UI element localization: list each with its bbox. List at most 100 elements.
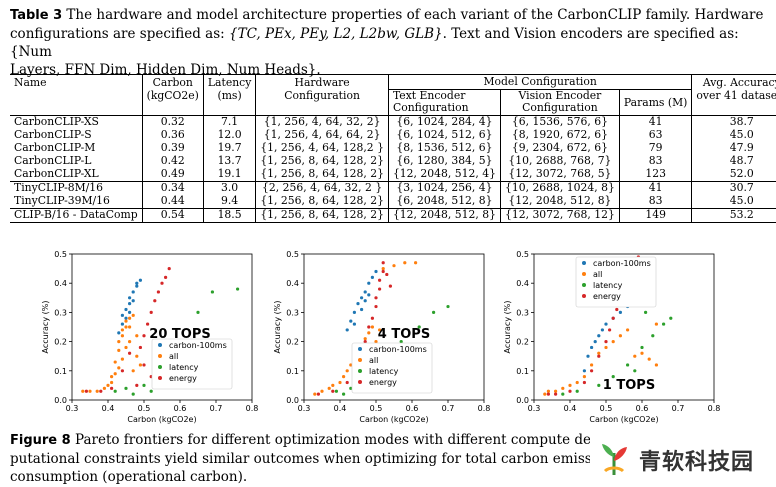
y-tick-label: 0.4 bbox=[54, 279, 67, 288]
point-carbon-100ms bbox=[135, 281, 139, 285]
cell-text: {3, 1024, 256, 4} bbox=[388, 180, 501, 195]
cell-carbon: 0.36 bbox=[142, 128, 204, 142]
point-latency bbox=[644, 310, 648, 314]
point-energy bbox=[590, 369, 594, 373]
point-carbon-100ms bbox=[582, 369, 586, 373]
legend-label-latency: latency bbox=[369, 367, 399, 376]
point-all bbox=[575, 380, 579, 385]
col-vision-encoder: Vision Encoder Configuration bbox=[500, 89, 620, 115]
point-latency bbox=[236, 287, 240, 291]
point-all bbox=[363, 337, 367, 341]
x-tick-label: 0.4 bbox=[334, 404, 347, 413]
point-energy bbox=[611, 316, 615, 320]
cell-text: {6, 1024, 284, 4} bbox=[388, 114, 501, 129]
cell-name: CarbonCLIP-XL bbox=[10, 167, 143, 181]
table-caption-line1: The hardware and model architecture prop… bbox=[66, 7, 764, 23]
chart-4-tops: 0.3 0.4 0.5 0.6 0.7 0.8 0.0 0.1 0.2 0.3 0.4 0.5 Carb… bbox=[254, 248, 490, 424]
point-all bbox=[554, 389, 558, 393]
cell-params: 83 bbox=[619, 194, 693, 208]
point-carbon-100ms bbox=[597, 334, 601, 338]
x-tick-label: 0.5 bbox=[600, 404, 613, 413]
point-carbon-100ms bbox=[367, 293, 371, 297]
x-tick-label: 0.7 bbox=[210, 404, 223, 413]
point-latency bbox=[342, 392, 346, 396]
point-all bbox=[128, 316, 132, 320]
col-name: Name bbox=[10, 74, 143, 115]
point-all bbox=[349, 363, 353, 367]
point-energy bbox=[142, 334, 146, 338]
figure-caption-line1: Pareto frontiers for different optimizat… bbox=[75, 432, 590, 448]
point-energy bbox=[546, 392, 550, 396]
legend-marker-latency bbox=[582, 283, 586, 287]
cell-hw: {1, 256, 8, 64, 128, 2} bbox=[255, 194, 389, 208]
point-latency bbox=[131, 392, 135, 396]
point-latency bbox=[124, 386, 128, 390]
legend-marker-latency bbox=[358, 369, 362, 373]
plot-frame bbox=[71, 253, 253, 401]
point-energy bbox=[378, 278, 382, 282]
point-all bbox=[392, 264, 396, 268]
cell-text: {12, 2048, 512, 4} bbox=[388, 167, 501, 181]
scatter-plot-1-tops: 0.3 0.4 0.5 0.6 0.7 0.8 0.0 0.1 0.2 0.3 0.4 0.5 Carb… bbox=[503, 250, 720, 424]
point-energy bbox=[568, 389, 572, 393]
figure-caption-line3: consumption (operational carbon). bbox=[10, 469, 248, 485]
x-tick-label: 0.5 bbox=[138, 404, 151, 413]
y-axis-label: Accuracy (%) bbox=[273, 301, 282, 354]
cell-carbon: 0.34 bbox=[142, 180, 204, 195]
compute-annotation: 20 TOPS bbox=[149, 327, 210, 342]
legend-marker-all bbox=[158, 354, 162, 358]
cell-hw: {1, 256, 8, 64, 128, 2} bbox=[255, 167, 389, 181]
x-tick-label: 0.5 bbox=[370, 404, 383, 413]
x-tick-label: 0.6 bbox=[636, 404, 649, 413]
cell-params: 149 bbox=[619, 207, 693, 223]
cell-hw: {1, 256, 8, 64, 128, 2} bbox=[255, 154, 389, 168]
col-latency: Latency (ms) bbox=[203, 74, 257, 115]
point-carbon-100ms bbox=[586, 354, 590, 358]
point-latency bbox=[611, 375, 615, 379]
y-tick-label: 0.0 bbox=[286, 396, 299, 405]
point-carbon-100ms bbox=[360, 296, 364, 300]
point-carbon-100ms bbox=[367, 281, 371, 285]
cell-latency: 3.0 bbox=[203, 180, 257, 195]
table-row: CarbonCLIP-L 0.42 13.7 {1, 256, 8, 64, 128,… bbox=[10, 154, 776, 168]
point-carbon-100ms bbox=[604, 322, 608, 326]
point-energy bbox=[331, 389, 335, 393]
point-energy bbox=[110, 386, 114, 390]
y-tick-label: 0.3 bbox=[516, 308, 529, 317]
x-tick-label: 0.7 bbox=[442, 404, 455, 413]
point-energy bbox=[363, 340, 367, 344]
point-latency bbox=[651, 334, 655, 338]
compute-annotation: 1 TOPS bbox=[603, 378, 655, 393]
point-energy bbox=[138, 345, 142, 350]
y-tick-label: 0.2 bbox=[516, 338, 529, 347]
point-carbon-100ms bbox=[618, 310, 622, 314]
point-all bbox=[331, 383, 335, 387]
legend-label-latency: latency bbox=[593, 281, 623, 290]
legend-marker-energy bbox=[358, 380, 362, 384]
sprout-logo-icon bbox=[602, 444, 627, 476]
legend-label-energy: energy bbox=[593, 292, 621, 301]
point-energy bbox=[156, 290, 160, 294]
cell-params: 83 bbox=[619, 154, 693, 168]
point-energy bbox=[615, 307, 619, 312]
cell-vision: {6, 1536, 576, 6} bbox=[500, 114, 620, 129]
point-latency bbox=[662, 322, 666, 326]
point-latency bbox=[432, 310, 436, 314]
cell-latency: 7.1 bbox=[203, 114, 257, 129]
point-energy bbox=[582, 380, 586, 385]
y-tick-label: 0.3 bbox=[286, 308, 299, 317]
cell-carbon: 0.42 bbox=[142, 154, 204, 168]
watermark-text: 青软科技园 bbox=[639, 450, 755, 475]
point-all bbox=[403, 261, 407, 265]
point-energy bbox=[385, 272, 389, 277]
point-all bbox=[370, 325, 374, 329]
point-carbon-100ms bbox=[349, 319, 353, 323]
y-axis-label: Accuracy (%) bbox=[503, 301, 512, 354]
x-tick-label: 0.3 bbox=[66, 404, 79, 413]
point-energy bbox=[120, 369, 124, 373]
y-tick-label: 0.5 bbox=[516, 250, 529, 259]
point-all bbox=[374, 340, 378, 344]
y-tick-label: 0.3 bbox=[54, 308, 67, 317]
figure-caption: Figure 8 Pareto frontiers for different … bbox=[10, 431, 590, 486]
table-row: CarbonCLIP-S 0.36 12.0 {1, 256, 4, 64, 64, … bbox=[10, 128, 776, 142]
